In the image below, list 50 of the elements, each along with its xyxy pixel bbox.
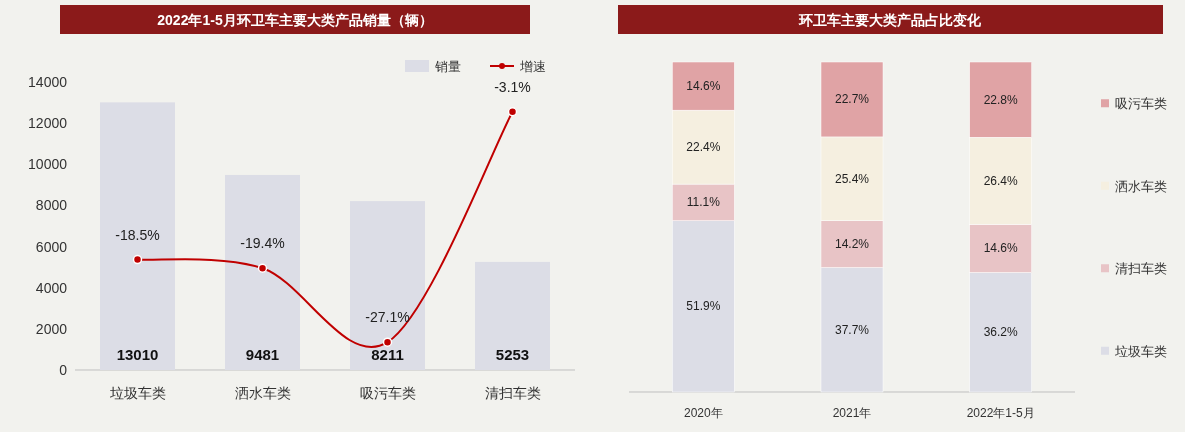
y-tick-label: 12000 bbox=[28, 115, 68, 132]
data-label: 11.1% bbox=[686, 195, 721, 210]
x-tick-label: 2022年1-5月 bbox=[966, 406, 1035, 420]
data-label: 14.6% bbox=[983, 241, 1019, 256]
data-label: 22.8% bbox=[983, 92, 1019, 107]
point bbox=[132, 254, 143, 265]
point bbox=[257, 263, 268, 273]
x-tick-label: 清扫车类 bbox=[484, 385, 541, 401]
x-tick-label: 2021年 bbox=[832, 406, 872, 420]
data-label: 8211 bbox=[371, 346, 404, 363]
x-tick-label: 垃圾车类 bbox=[108, 385, 166, 401]
y-tick-label: 10000 bbox=[28, 156, 68, 173]
x-tick-label: 洒水车类 bbox=[234, 385, 291, 401]
point bbox=[507, 107, 518, 117]
data-label: -19.4% bbox=[240, 235, 285, 252]
legend-label: 吸污车类 bbox=[1115, 96, 1167, 112]
data-label: 14.6% bbox=[686, 79, 721, 94]
data-label: 5253 bbox=[495, 346, 530, 363]
bar bbox=[350, 201, 425, 370]
data-label: 14.2% bbox=[834, 237, 870, 252]
data-label: 22.7% bbox=[834, 92, 870, 107]
legend-label: 清扫车类 bbox=[1115, 261, 1167, 277]
data-label: 36.2% bbox=[983, 325, 1019, 340]
data-label: 37.7% bbox=[834, 322, 870, 337]
data-label: -18.5% bbox=[115, 226, 160, 243]
y-tick-label: 8000 bbox=[35, 197, 68, 214]
data-label: 13010 bbox=[116, 346, 159, 363]
legend-label: 增速 bbox=[519, 59, 546, 74]
data-label: 22.4% bbox=[686, 140, 721, 155]
point bbox=[382, 337, 393, 347]
bar bbox=[225, 174, 300, 370]
data-label: -27.1% bbox=[365, 309, 410, 326]
x-tick-label: 2020年 bbox=[683, 406, 723, 420]
y-tick-label: 2000 bbox=[35, 320, 68, 337]
bar bbox=[475, 261, 550, 370]
y-tick-label: 6000 bbox=[35, 238, 68, 255]
legend-label: 销量 bbox=[434, 59, 461, 74]
legend-label: 垃圾车类 bbox=[1114, 343, 1167, 359]
x-tick-label: 吸污车类 bbox=[359, 385, 416, 401]
y-tick-label: 14000 bbox=[28, 74, 68, 90]
bar bbox=[100, 102, 175, 370]
data-label: 26.4% bbox=[983, 173, 1019, 188]
data-label: 25.4% bbox=[834, 171, 870, 186]
data-label: 51.9% bbox=[686, 299, 721, 314]
chart-title: 2022年1-5月环卫车主要大类产品销量（辆） bbox=[157, 12, 433, 28]
chart-title: 环卫车主要大类产品占比变化 bbox=[798, 12, 982, 28]
data-label: -3.1% bbox=[494, 78, 531, 95]
data-label: 9481 bbox=[245, 346, 280, 363]
y-tick-label: 0 bbox=[59, 362, 68, 378]
y-tick-label: 4000 bbox=[35, 279, 68, 296]
